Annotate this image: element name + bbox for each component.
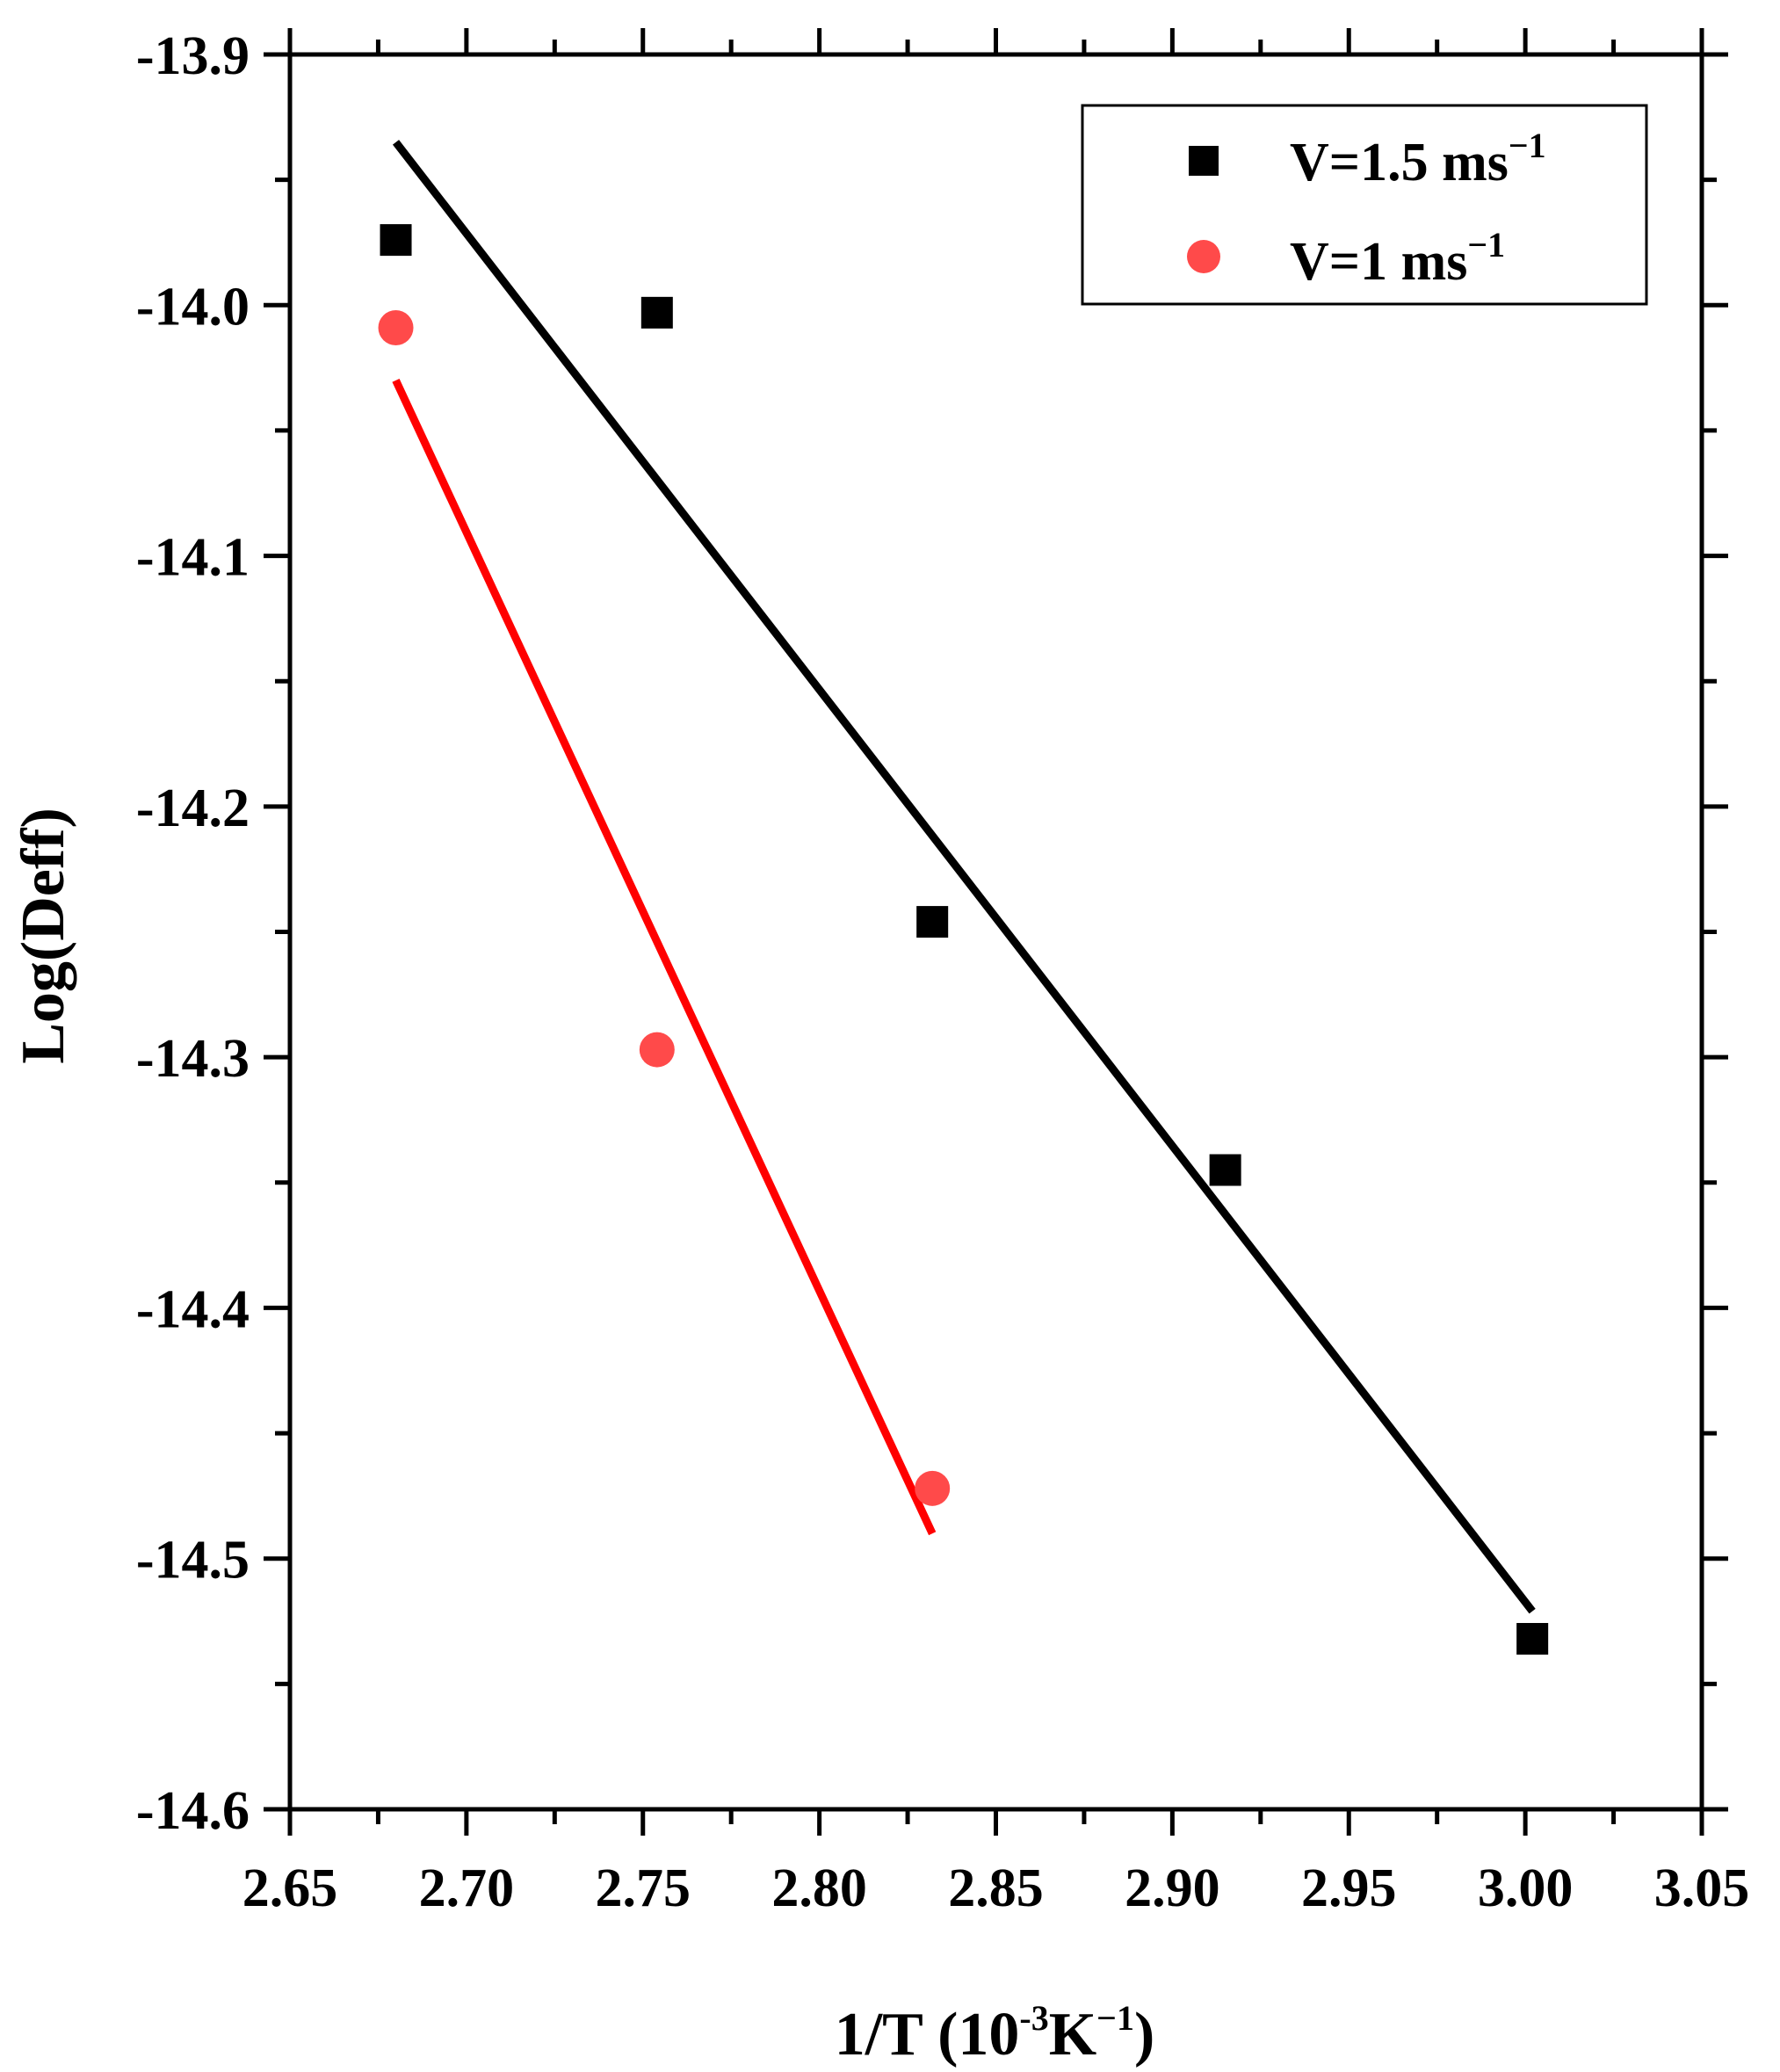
axis-ticks xyxy=(264,28,1728,1836)
legend-box xyxy=(1081,104,1648,306)
y-tick-label: -14.4 xyxy=(136,1279,250,1339)
data-point-series-2 xyxy=(639,1032,675,1068)
x-axis-title: 1/T (10-3K−1) xyxy=(835,1998,1155,2068)
x-tick-label: 2.95 xyxy=(1301,1858,1397,1918)
data-point-series-2 xyxy=(378,309,414,345)
y-tick-labels: -13.9 -14.0 -14.1 -14.2 -14.3 -14.4 -14.5 -14.6 xyxy=(136,26,250,1841)
y-axis-title: Log(Deff) xyxy=(10,808,77,1064)
legend-label-series-2: V=1 ms−1 xyxy=(1290,225,1505,292)
fit-line-series-1 xyxy=(392,140,1536,1614)
x-tick-label: 3.05 xyxy=(1654,1858,1750,1918)
data-point-series-1 xyxy=(380,224,412,257)
x-tick-label: 3.00 xyxy=(1478,1858,1574,1918)
data-point-series-1 xyxy=(916,906,949,938)
y-tick-label: -14.3 xyxy=(136,1029,250,1089)
data-point-series-2 xyxy=(915,1470,951,1506)
x-tick-label: 2.65 xyxy=(242,1858,338,1918)
legend-marker-square xyxy=(1189,146,1219,176)
y-tick-label: -14.0 xyxy=(136,277,250,337)
y-tick-label: -14.6 xyxy=(136,1781,250,1841)
data-point-series-1 xyxy=(640,296,673,329)
fit-line-series-2 xyxy=(392,378,937,1536)
legend: V=1.5 ms−1 V=1 ms−1 xyxy=(1081,104,1648,306)
data-point-series-1 xyxy=(1209,1154,1241,1186)
x-tick-label: 2.85 xyxy=(948,1858,1044,1918)
data-points xyxy=(378,224,1549,1655)
y-tick-label: -14.2 xyxy=(136,779,250,838)
x-tick-label: 2.70 xyxy=(419,1858,515,1918)
legend-label-series-1: V=1.5 ms−1 xyxy=(1290,126,1546,192)
data-point-series-1 xyxy=(1516,1623,1549,1655)
plot-frame xyxy=(287,52,1704,1812)
x-tick-label: 2.80 xyxy=(771,1858,867,1918)
y-tick-label: -13.9 xyxy=(136,26,250,86)
y-tick-label: -14.1 xyxy=(136,528,250,588)
x-tick-label: 2.75 xyxy=(596,1858,691,1918)
x-tick-label: 2.90 xyxy=(1125,1858,1220,1918)
x-tick-labels: 2.65 2.70 2.75 2.80 2.85 2.90 2.95 3.00 3.05 xyxy=(242,1858,1750,1918)
y-tick-label: -14.5 xyxy=(136,1531,250,1590)
legend-marker-circle xyxy=(1187,240,1220,273)
fit-lines xyxy=(392,140,1536,1614)
